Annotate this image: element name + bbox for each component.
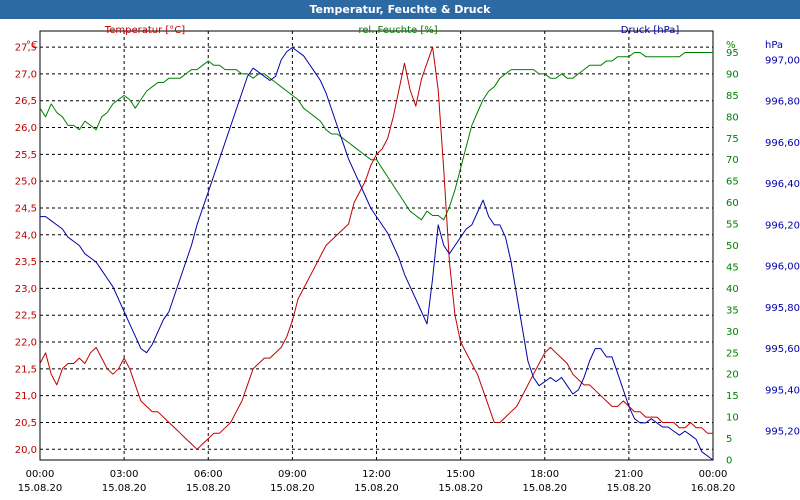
- pressure-tick-label: 995,60: [765, 344, 800, 355]
- temperature-line: [39, 46, 713, 450]
- pressure-tick-label: 995,20: [765, 427, 800, 438]
- x-tick-date: 16.08.20: [691, 483, 736, 494]
- temperature-tick-label: 20,0: [15, 445, 37, 456]
- humidity-tick-label: 30: [726, 327, 739, 338]
- pressure-tick-label: 996,80: [765, 97, 800, 108]
- temperature-tick-label: 22,0: [15, 338, 37, 349]
- humidity-tick-label: 95: [726, 48, 739, 59]
- humidity-unit-label: %: [726, 40, 736, 51]
- series-lines: [39, 46, 714, 461]
- temperature-tick-label: 24,5: [15, 203, 37, 214]
- temperature-tick-label: 21,0: [15, 391, 37, 402]
- pressure-tick-label: 995,80: [765, 303, 800, 314]
- x-tick-date: 15.08.20: [354, 483, 399, 494]
- x-tick-date: 15.08.20: [102, 483, 147, 494]
- x-tick-time: 21:00: [614, 469, 643, 480]
- x-tick-time: 12:00: [362, 469, 391, 480]
- pressure-tick-label: 995,40: [765, 385, 800, 396]
- pressure-tick-label: 996,60: [765, 138, 800, 149]
- humidity-tick-label: 90: [726, 69, 739, 80]
- plot-area: [39, 30, 714, 461]
- temperature-tick-label: 27,0: [15, 69, 37, 80]
- humidity-tick-label: 75: [726, 134, 739, 145]
- temperature-tick-label: 25,0: [15, 177, 37, 188]
- x-tick-time: 03:00: [110, 469, 139, 480]
- humidity-axis-title: rel. Feuchte [%]: [358, 25, 437, 36]
- temperature-tick-label: 22,5: [15, 311, 37, 322]
- humidity-tick-label: 5: [726, 434, 732, 445]
- temperature-tick-label: 26,5: [15, 96, 37, 107]
- humidity-tick-label: 0: [726, 456, 732, 467]
- humidity-tick-label: 50: [726, 241, 739, 252]
- x-tick-time: 00:00: [699, 469, 728, 480]
- x-tick-date: 15.08.20: [438, 483, 483, 494]
- x-tick-time: 18:00: [530, 469, 559, 480]
- humidity-tick-label: 85: [726, 91, 739, 102]
- pressure-tick-label: 996,40: [765, 179, 800, 190]
- humidity-tick-label: 70: [726, 155, 739, 166]
- temperature-tick-label: 21,5: [15, 364, 37, 375]
- x-tick-date: 15.08.20: [186, 483, 231, 494]
- chart-title: Temperatur, Feuchte & Druck: [0, 0, 800, 19]
- pressure-tick-label: 997,00: [765, 55, 800, 66]
- x-tick-time: 15:00: [446, 469, 475, 480]
- humidity-tick-label: 65: [726, 177, 739, 188]
- x-tick-date: 15.08.20: [522, 483, 567, 494]
- humidity-tick-label: 20: [726, 370, 739, 381]
- humidity-tick-label: 15: [726, 391, 739, 402]
- temperature-tick-label: 23,5: [15, 257, 37, 268]
- humidity-tick-label: 45: [726, 262, 739, 273]
- humidity-line: [39, 52, 713, 221]
- x-tick-date: 15.08.20: [270, 483, 315, 494]
- humidity-tick-label: 40: [726, 284, 739, 295]
- pressure-line: [40, 47, 714, 461]
- temperature-tick-label: 26,0: [15, 123, 37, 134]
- temperature-tick-label: 27,5: [15, 43, 37, 54]
- x-tick-time: 06:00: [194, 469, 223, 480]
- temperature-tick-label: 23,0: [15, 284, 37, 295]
- temperature-tick-label: 20,5: [15, 418, 37, 429]
- pressure-unit-label: hPa: [765, 40, 783, 51]
- humidity-tick-label: 55: [726, 220, 739, 231]
- x-tick-date: 15.08.20: [18, 483, 63, 494]
- humidity-tick-label: 80: [726, 112, 739, 123]
- humidity-tick-label: 60: [726, 198, 739, 209]
- temperature-unit-label: °C: [26, 40, 38, 51]
- temperature-tick-label: 25,5: [15, 150, 37, 161]
- humidity-tick-label: 10: [726, 413, 739, 424]
- x-tick-time: 00:00: [26, 469, 55, 480]
- humidity-tick-label: 35: [726, 305, 739, 316]
- pressure-tick-label: 996,20: [765, 220, 800, 231]
- grid-layer: [40, 31, 713, 460]
- temperature-tick-label: 24,0: [15, 230, 37, 241]
- temperature-axis-title: Temperatur [°C]: [104, 25, 185, 36]
- x-tick-date: 15.08.20: [607, 483, 652, 494]
- tick-labels: 20,0 20,5 21,0 21,5 22,0 22,5 23,0 23,5 24,0 24,5…: [15, 43, 800, 494]
- pressure-tick-label: 996,00: [765, 262, 800, 273]
- humidity-tick-label: 25: [726, 348, 739, 359]
- pressure-axis-title: Druck [hPa]: [621, 25, 680, 36]
- x-tick-time: 09:00: [278, 469, 307, 480]
